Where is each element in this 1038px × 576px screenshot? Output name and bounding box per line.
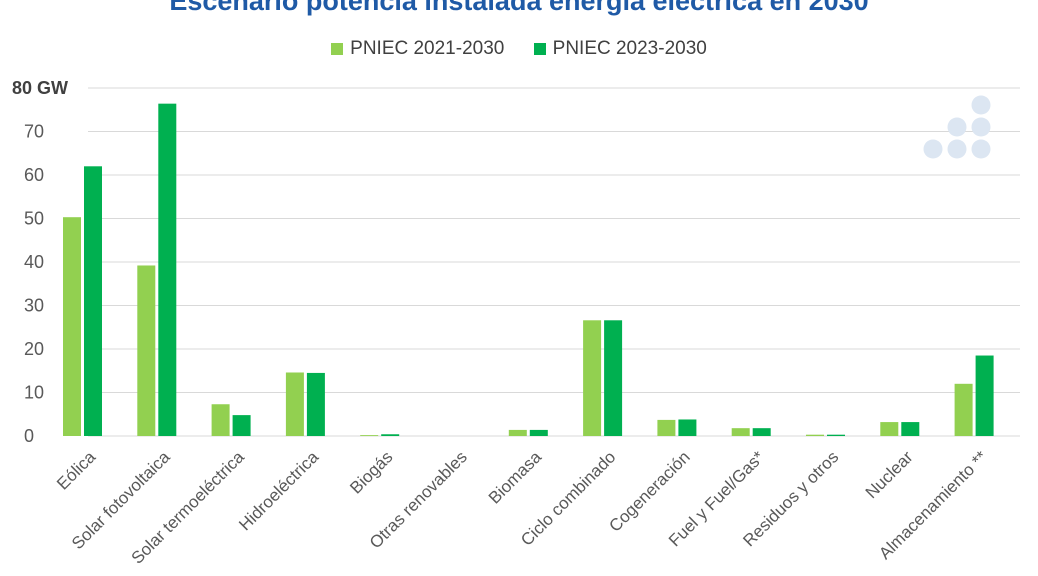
bar-series-1 (508, 429, 527, 436)
bar-series-2 (604, 320, 623, 436)
y-tick-label: 20 (24, 339, 44, 359)
logo-dot (971, 95, 991, 115)
dots-logo-icon (923, 95, 991, 159)
y-axis-ticks: 0 10 20 30 40 50 60 70 80 GW (12, 78, 68, 446)
bar-series-2 (232, 415, 251, 436)
y-tick-label: 60 (24, 165, 44, 185)
legend-label-series-1: PNIEC 2021-2030 (350, 38, 505, 59)
gridlines (88, 87, 1020, 437)
logo-dot (971, 117, 991, 137)
bar-series-2 (84, 166, 102, 437)
logo-dot (971, 139, 991, 159)
bar-series-1 (211, 404, 230, 436)
bar-series-2 (529, 429, 548, 436)
y-tick-label: 30 (24, 296, 44, 316)
bar-series-1 (360, 435, 379, 436)
x-tick-label: Hidroeléctrica (235, 447, 322, 534)
legend-item-series-1: PNIEC 2021-2030 (331, 38, 504, 60)
y-tick-label: 80 GW (12, 78, 68, 98)
bar-series-1 (954, 383, 973, 436)
legend-swatch-series-2 (533, 43, 546, 55)
bar-series-1 (63, 217, 81, 436)
x-tick-label: Nuclear (862, 447, 917, 502)
y-tick-label: 40 (24, 252, 44, 272)
y-tick-label: 10 (24, 383, 44, 403)
bar-series-2 (827, 434, 845, 436)
bar-series-1 (657, 419, 676, 436)
bar-series-1 (137, 265, 156, 436)
logo-dot (923, 139, 943, 159)
logo-dot (947, 117, 967, 137)
x-tick-label: Eólica (53, 447, 100, 494)
logo-dot (947, 139, 967, 159)
legend-swatch-series-1 (331, 43, 344, 55)
bar-series-2 (158, 103, 177, 436)
bar-series-2 (678, 419, 697, 436)
legend-item-series-2: PNIEC 2023-2030 (533, 38, 707, 60)
legend-label-series-2: PNIEC 2023-2030 (552, 38, 707, 59)
bar-series-2 (381, 434, 400, 436)
x-tick-label: Biomasa (485, 447, 546, 508)
bar-series-1 (583, 320, 602, 436)
bar-series-1 (285, 372, 304, 436)
bar-series-2 (306, 372, 325, 436)
legend: PNIEC 2021-2030 PNIEC 2023-2030 (0, 38, 1038, 61)
bar-series-1 (806, 434, 824, 436)
bar-series-1 (731, 428, 750, 436)
bar-series-2 (752, 428, 771, 436)
y-tick-label: 50 (24, 209, 44, 229)
bars (63, 103, 994, 437)
x-tick-label: Biogás (346, 447, 396, 497)
y-tick-label: 0 (24, 426, 34, 446)
bar-series-2 (901, 422, 920, 436)
bar-series-2 (975, 355, 994, 436)
chart-title: Escenario potencia instalada energía elé… (169, 0, 869, 16)
bar-series-1 (880, 422, 899, 436)
y-tick-label: 70 (24, 122, 44, 142)
